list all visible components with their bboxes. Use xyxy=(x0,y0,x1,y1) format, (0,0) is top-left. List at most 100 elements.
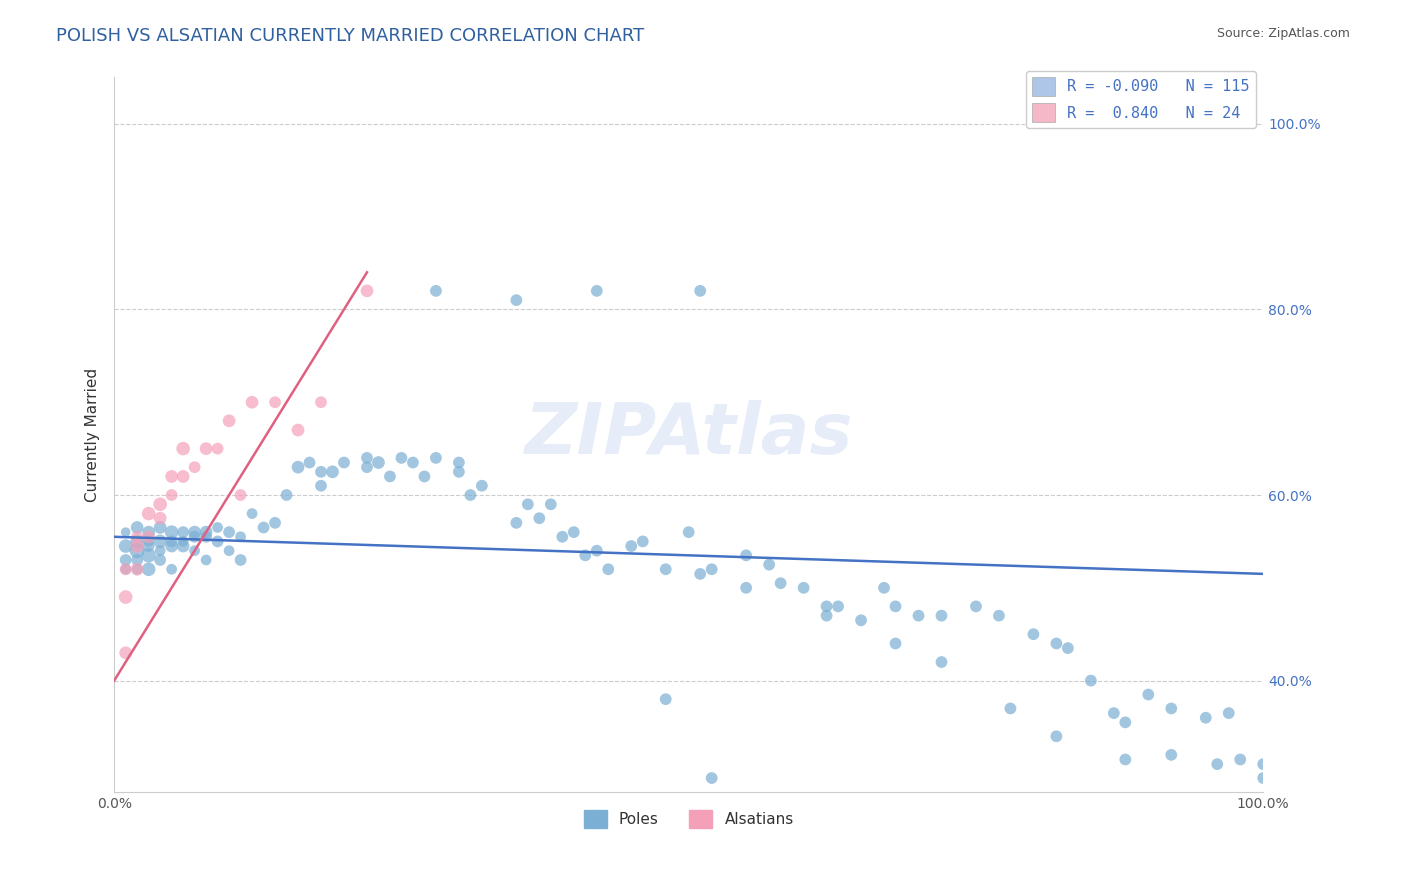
Point xyxy=(114,646,136,660)
Point xyxy=(551,530,574,544)
Point xyxy=(689,284,711,298)
Point xyxy=(127,543,149,558)
Point xyxy=(127,562,149,576)
Point xyxy=(127,520,149,534)
Point xyxy=(873,581,896,595)
Point xyxy=(849,613,872,627)
Point xyxy=(965,599,987,614)
Point xyxy=(127,534,149,549)
Point xyxy=(309,395,332,409)
Point xyxy=(793,581,815,595)
Point xyxy=(149,520,172,534)
Point xyxy=(931,655,953,669)
Point xyxy=(356,460,378,475)
Point xyxy=(585,543,607,558)
Point xyxy=(183,543,205,558)
Point xyxy=(758,558,780,572)
Point xyxy=(276,488,298,502)
Point xyxy=(631,534,654,549)
Point xyxy=(138,507,160,521)
Point xyxy=(529,511,551,525)
Point xyxy=(240,395,263,409)
Point xyxy=(562,525,585,540)
Point xyxy=(735,549,758,563)
Point xyxy=(252,520,274,534)
Point xyxy=(471,479,494,493)
Point xyxy=(654,562,676,576)
Point xyxy=(138,525,160,540)
Legend: Poles, Alsatians: Poles, Alsatians xyxy=(578,804,800,834)
Text: ZIPAtlas: ZIPAtlas xyxy=(524,401,853,469)
Point xyxy=(1195,711,1218,725)
Y-axis label: Currently Married: Currently Married xyxy=(86,368,100,502)
Point xyxy=(620,539,643,553)
Point xyxy=(1160,747,1182,762)
Point xyxy=(356,450,378,465)
Point xyxy=(183,525,205,540)
Point xyxy=(460,488,482,502)
Point xyxy=(138,530,160,544)
Point xyxy=(447,456,470,470)
Point xyxy=(195,442,218,456)
Point xyxy=(264,395,287,409)
Point xyxy=(700,562,723,576)
Point xyxy=(1137,688,1160,702)
Point xyxy=(654,692,676,706)
Point xyxy=(183,530,205,544)
Point xyxy=(138,562,160,576)
Point xyxy=(218,543,240,558)
Point xyxy=(516,497,538,511)
Point xyxy=(172,469,194,483)
Point xyxy=(218,414,240,428)
Point xyxy=(127,553,149,567)
Point xyxy=(149,553,172,567)
Point xyxy=(207,534,229,549)
Point xyxy=(195,525,218,540)
Point xyxy=(815,608,838,623)
Point xyxy=(540,497,562,511)
Point xyxy=(114,562,136,576)
Point xyxy=(574,549,596,563)
Point xyxy=(149,497,172,511)
Point xyxy=(114,562,136,576)
Point xyxy=(1057,641,1080,656)
Point xyxy=(229,488,252,502)
Point xyxy=(931,608,953,623)
Point xyxy=(735,581,758,595)
Point xyxy=(160,488,183,502)
Point xyxy=(907,608,929,623)
Point xyxy=(700,771,723,785)
Point xyxy=(1251,757,1274,772)
Point xyxy=(172,534,194,549)
Point xyxy=(207,520,229,534)
Point xyxy=(309,479,332,493)
Point xyxy=(425,284,447,298)
Point xyxy=(391,450,413,465)
Point xyxy=(149,534,172,549)
Point xyxy=(1251,771,1274,785)
Point xyxy=(309,465,332,479)
Point xyxy=(827,599,849,614)
Point xyxy=(333,456,356,470)
Point xyxy=(207,442,229,456)
Point xyxy=(402,456,425,470)
Point xyxy=(447,465,470,479)
Point xyxy=(321,465,343,479)
Point xyxy=(160,539,183,553)
Point xyxy=(356,284,378,298)
Point xyxy=(160,534,183,549)
Point xyxy=(287,423,309,437)
Point xyxy=(1114,715,1136,730)
Point xyxy=(689,566,711,581)
Point xyxy=(505,516,527,530)
Point xyxy=(114,553,136,567)
Point xyxy=(585,284,607,298)
Point xyxy=(1045,729,1067,743)
Point xyxy=(815,599,838,614)
Point xyxy=(160,469,183,483)
Text: Source: ZipAtlas.com: Source: ZipAtlas.com xyxy=(1216,27,1350,40)
Point xyxy=(987,608,1010,623)
Point xyxy=(1080,673,1102,688)
Point xyxy=(172,442,194,456)
Point xyxy=(195,553,218,567)
